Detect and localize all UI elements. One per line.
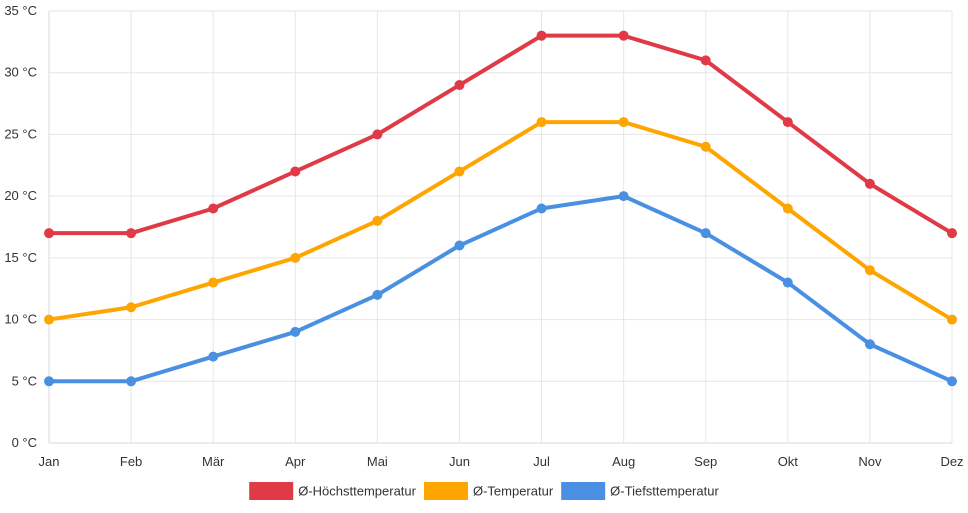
y-tick-label: 30 °C [4, 65, 37, 80]
x-axis-labels: Jan Feb Mär Apr Mai Jun Jul Aug Sep Okt Nov Dez [39, 454, 964, 469]
data-point[interactable] [782, 203, 793, 214]
data-point[interactable] [700, 141, 711, 152]
data-point[interactable] [290, 166, 301, 177]
data-point[interactable] [208, 203, 219, 214]
data-point[interactable] [536, 30, 547, 41]
data-point[interactable] [864, 265, 875, 276]
series-line [47, 120, 954, 322]
data-point[interactable] [290, 252, 301, 263]
x-tick-label: Jun [449, 454, 470, 469]
data-point[interactable] [372, 129, 383, 140]
x-tick-label: Jul [533, 454, 550, 469]
data-point[interactable] [44, 228, 54, 239]
data-point[interactable] [618, 117, 629, 128]
x-tick-label: Mär [202, 454, 225, 469]
data-point[interactable] [126, 302, 137, 313]
data-point[interactable] [536, 203, 547, 214]
x-tick-label: Dez [940, 454, 963, 469]
data-point[interactable] [782, 117, 793, 128]
legend-swatch [423, 482, 468, 500]
data-point[interactable] [372, 289, 383, 300]
y-tick-label: 35 °C [4, 3, 37, 18]
y-axis-labels: 0 °C 5 °C 10 °C 15 °C 20 °C 25 °C 30 °C 35 °C [4, 3, 37, 450]
data-point[interactable] [454, 166, 465, 177]
series-line [47, 33, 954, 236]
legend-swatch [249, 482, 294, 500]
data-point[interactable] [700, 228, 711, 239]
y-tick-label: 5 °C [12, 373, 37, 388]
legend-swatch [561, 482, 606, 500]
data-point[interactable] [782, 277, 793, 288]
y-tick-label: 15 °C [4, 250, 37, 265]
y-tick-label: 25 °C [4, 126, 37, 141]
y-tick-label: 10 °C [4, 312, 37, 327]
data-point[interactable] [44, 376, 54, 387]
data-point[interactable] [947, 376, 957, 387]
series-lines [44, 30, 957, 387]
series-3 [44, 191, 957, 387]
data-point[interactable] [947, 228, 957, 239]
series-2 [44, 117, 957, 325]
data-point[interactable] [947, 314, 957, 325]
x-tick-label: Jan [39, 454, 60, 469]
x-tick-label: Okt [778, 454, 799, 469]
data-point[interactable] [126, 376, 137, 387]
series-1 [44, 30, 957, 239]
data-point[interactable] [700, 55, 711, 66]
x-tick-label: Feb [120, 454, 142, 469]
legend-label: Ø-Tiefsttemperatur [610, 484, 719, 499]
data-point[interactable] [864, 178, 875, 189]
series-line [47, 194, 954, 384]
data-point[interactable] [290, 326, 301, 337]
data-point[interactable] [208, 277, 219, 288]
data-point[interactable] [618, 30, 629, 41]
x-tick-label: Apr [285, 454, 306, 469]
x-tick-label: Mai [367, 454, 388, 469]
grid [48, 10, 953, 444]
legend-item[interactable]: Ø-Temperatur [423, 482, 554, 500]
data-point[interactable] [44, 314, 54, 325]
data-point[interactable] [536, 117, 547, 128]
legend[interactable]: Ø-Höchsttemperatur Ø-Temperatur Ø-Tiefstte… [249, 482, 719, 500]
legend-label: Ø-Temperatur [473, 484, 554, 499]
data-point[interactable] [864, 339, 875, 350]
legend-item[interactable]: Ø-Höchsttemperatur [249, 482, 417, 500]
data-point[interactable] [618, 191, 629, 202]
legend-label: Ø-Höchsttemperatur [298, 484, 416, 499]
data-point[interactable] [372, 215, 383, 226]
x-tick-label: Sep [694, 454, 717, 469]
data-point[interactable] [208, 351, 219, 362]
y-tick-label: 20 °C [4, 188, 37, 203]
data-point[interactable] [126, 228, 137, 239]
data-point[interactable] [454, 240, 465, 251]
y-tick-label: 0 °C [12, 435, 37, 450]
x-tick-label: Nov [858, 454, 882, 469]
legend-item[interactable]: Ø-Tiefsttemperatur [561, 482, 719, 500]
x-tick-label: Aug [612, 454, 635, 469]
data-point[interactable] [454, 80, 465, 91]
